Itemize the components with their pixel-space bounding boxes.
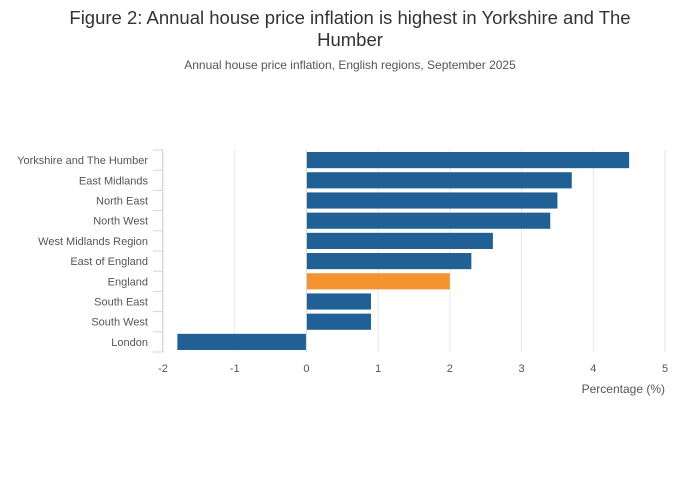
category-label: East Midlands	[79, 175, 149, 187]
bar-south-east[interactable]	[306, 293, 371, 310]
category-label: England	[108, 276, 148, 288]
x-tick-label: 5	[662, 363, 668, 375]
category-label: South West	[91, 317, 148, 329]
bar-north-west[interactable]	[306, 212, 551, 229]
category-label: North East	[96, 196, 148, 208]
category-label: West Midlands Region	[38, 236, 148, 248]
category-label: London	[111, 337, 148, 349]
category-label: Yorkshire and The Humber	[17, 155, 148, 167]
category-label: South East	[94, 297, 148, 309]
bar-yorkshire-and-the-humber[interactable]	[306, 152, 630, 169]
x-tick-label: 1	[375, 363, 381, 375]
bar-east-of-england[interactable]	[306, 253, 472, 270]
x-tick-label: 3	[519, 363, 525, 375]
chart-title-line-2: Humber	[317, 29, 383, 50]
chart-title-line-1: Figure 2: Annual house price inflation i…	[69, 7, 631, 28]
x-axis-title: Percentage (%)	[582, 382, 665, 396]
x-tick-label: -2	[158, 363, 168, 375]
chart-title: Figure 2: Annual house price inflation i…	[0, 7, 700, 51]
category-label: North West	[93, 216, 148, 228]
bar-east-midlands[interactable]	[306, 172, 572, 189]
bar-west-midlands-region[interactable]	[306, 232, 493, 249]
chart-subtitle: Annual house price inflation, English re…	[184, 58, 516, 72]
x-tick-label: 2	[447, 363, 453, 375]
bar-south-west[interactable]	[306, 313, 371, 330]
x-tick-label: 0	[303, 363, 309, 375]
bar-london[interactable]	[177, 333, 307, 350]
bar-north-east[interactable]	[306, 192, 558, 209]
bar-england[interactable]	[306, 273, 450, 290]
x-tick-label: 4	[590, 363, 596, 375]
category-label: East of England	[70, 256, 148, 268]
x-tick-label: -1	[230, 363, 240, 375]
